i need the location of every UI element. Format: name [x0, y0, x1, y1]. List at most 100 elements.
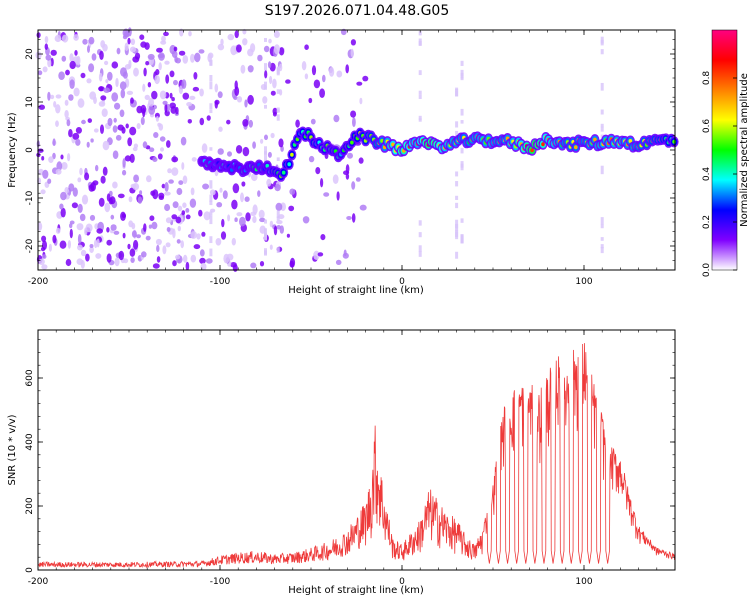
heatmap-noise-cell	[250, 262, 257, 269]
heatmap-noise-cell	[262, 96, 268, 104]
y-tick-label: 10	[25, 96, 35, 108]
heatmap-noise-cell	[41, 156, 45, 161]
heatmap-noise-cell	[151, 90, 158, 100]
heatmap-noise-cell	[190, 53, 195, 63]
heatmap-streak-cell	[418, 118, 422, 122]
heatmap-streak-cell	[209, 75, 213, 82]
heatmap-streak-cell	[276, 66, 280, 76]
heatmap-streak-cell	[209, 200, 213, 206]
heatmap-noise-cell	[110, 214, 115, 220]
heatmap-noise-cell	[111, 61, 119, 69]
heatmap-noise-cell	[302, 216, 310, 224]
heatmap-streak-cell	[460, 218, 464, 223]
heatmap-streak-cell	[209, 60, 213, 65]
heatmap-noise-cell	[77, 98, 85, 108]
heatmap-noise-cell	[165, 217, 172, 224]
heatmap-noise-cell	[60, 154, 64, 160]
heatmap-noise-cell	[122, 232, 126, 239]
heatmap-noise-cell	[215, 238, 222, 246]
x-tick-label: 0	[399, 577, 405, 587]
heatmap-noise-cell	[56, 161, 63, 171]
heatmap-noise-cell	[162, 100, 168, 105]
heatmap-noise-cell	[69, 223, 73, 229]
heatmap-noise-cell	[131, 230, 137, 238]
heatmap-x-axis-label: Height of straight line (km)	[288, 285, 424, 296]
heatmap-noise-cell	[103, 87, 110, 93]
heatmap-noise-cell	[69, 79, 75, 89]
heatmap-noise-cell	[64, 110, 69, 119]
heatmap-noise-cell	[289, 188, 296, 195]
heatmap-noise-cell	[102, 43, 108, 52]
heatmap-noise-cell	[351, 181, 356, 190]
heatmap-noise-cell	[244, 99, 248, 108]
heatmap-streak-cell	[418, 90, 422, 95]
heatmap-noise-cell	[186, 102, 193, 107]
heatmap-noise-cell	[164, 60, 170, 65]
heatmap-noise-cell	[259, 217, 266, 223]
heatmap-noise	[35, 27, 604, 272]
heatmap-streak-cell	[209, 109, 213, 114]
heatmap-noise-cell	[182, 175, 188, 184]
heatmap-noise-cell	[130, 183, 137, 189]
snr-y-axis-label: SNR (10 * v/v)	[7, 414, 18, 485]
heatmap-noise-cell	[322, 74, 326, 83]
heatmap-streak-cell	[600, 244, 604, 249]
heatmap-streak-cell	[276, 216, 280, 221]
heatmap-noise-cell	[160, 147, 164, 152]
heatmap-noise-cell	[129, 153, 135, 163]
heatmap-noise-cell	[190, 254, 197, 263]
heatmap-noise-cell	[247, 65, 254, 73]
heatmap-noise-cell	[167, 168, 172, 174]
heatmap-noise-cell	[166, 140, 171, 148]
heatmap-noise-cell	[84, 172, 90, 181]
heatmap-noise-cell	[89, 246, 94, 253]
heatmap-ridge-core	[593, 137, 597, 142]
heatmap-noise-cell	[311, 65, 317, 76]
heatmap-noise-cell	[149, 215, 155, 221]
heatmap-streak-cell	[276, 114, 280, 121]
heatmap-noise-cell	[86, 78, 92, 84]
heatmap-noise-cell	[201, 143, 208, 153]
heatmap-streak-cell	[600, 49, 604, 55]
heatmap-noise-cell	[94, 239, 98, 249]
heatmap-noise-cell	[203, 211, 211, 221]
heatmap-noise-cell	[77, 203, 83, 213]
heatmap-noise-cell	[156, 47, 163, 53]
heatmap-noise-cell	[153, 132, 159, 138]
heatmap-streak-cell	[209, 248, 213, 257]
heatmap-streak-cell	[264, 37, 267, 42]
colorbar-tick-label: 0.8	[702, 71, 712, 86]
heatmap-noise-cell	[233, 95, 238, 100]
heatmap-noise-cell	[171, 156, 179, 163]
heatmap-noise-cell	[133, 143, 139, 149]
heatmap-noise-cell	[177, 205, 183, 212]
heatmap-noise-cell	[259, 261, 265, 267]
heatmap-noise-cell	[165, 74, 170, 84]
heatmap-noise-cell	[155, 238, 162, 246]
heatmap-noise-cell	[41, 235, 47, 242]
heatmap-noise-cell	[124, 42, 129, 51]
colorbar-tick-label: 0.4	[702, 167, 712, 182]
heatmap-noise-cell	[55, 120, 59, 127]
heatmap-noise-cell	[107, 71, 113, 81]
heatmap-noise-cell	[189, 95, 196, 100]
heatmap-noise-cell	[109, 196, 116, 205]
heatmap-noise-cell	[336, 70, 343, 78]
snr-y-ticks: 0 200 400 600	[25, 339, 675, 573]
heatmap-streak-cell	[600, 165, 604, 175]
heatmap-streak-cell	[209, 194, 213, 202]
heatmap-streak-cell	[455, 171, 459, 177]
heatmap-noise-cell	[122, 28, 130, 38]
heatmap-noise-cell	[85, 253, 90, 262]
heatmap-noise-cell	[308, 155, 315, 163]
heatmap-noise-cell	[105, 79, 109, 84]
heatmap-noise-cell	[301, 60, 307, 71]
heatmap-noise-cell	[55, 104, 61, 114]
heatmap-noise-cell	[182, 202, 187, 208]
heatmap-noise-cell	[172, 228, 176, 239]
snr-series-line	[37, 343, 676, 569]
heatmap-noise-cell	[47, 91, 51, 101]
heatmap-noise-cell	[355, 177, 361, 182]
heatmap-noise-cell	[187, 119, 192, 124]
heatmap-noise-cell	[152, 157, 158, 162]
